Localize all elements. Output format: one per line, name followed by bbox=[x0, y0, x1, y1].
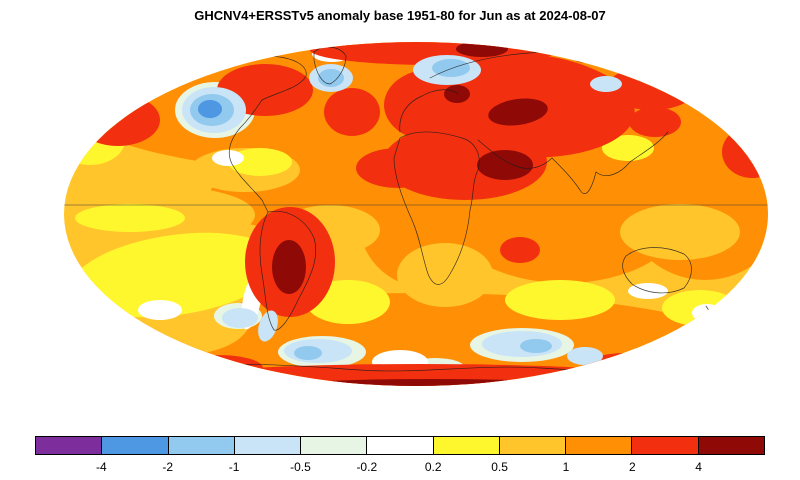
legend-swatch bbox=[300, 437, 367, 454]
legend-tick-label: 0.5 bbox=[491, 460, 508, 474]
legend-swatch bbox=[36, 437, 102, 454]
legend-swatch bbox=[366, 437, 433, 454]
legend-swatch bbox=[233, 437, 301, 454]
legend-swatch bbox=[432, 437, 499, 454]
cold-anomaly-blobs bbox=[182, 55, 622, 365]
legend-swatch bbox=[631, 437, 698, 454]
figure-title: GHCNV4+ERSSTv5 anomaly base 1951-80 for … bbox=[194, 8, 606, 23]
antarctic-rim-hot-band bbox=[267, 379, 597, 386]
legend-bar bbox=[35, 436, 765, 455]
legend-tick-label: -2 bbox=[162, 460, 174, 474]
legend-swatch bbox=[565, 437, 632, 454]
legend-tick-label: 4 bbox=[695, 460, 702, 474]
legend-tick-labels: -4 -2 -1 -0.5 -0.2 0.2 0.5 1 2 4 bbox=[35, 460, 765, 476]
south-greenland-cold-spot bbox=[318, 69, 344, 87]
legend-swatch bbox=[167, 437, 234, 454]
arctic-hot-spot bbox=[456, 42, 508, 57]
legend-tick-label: -0.2 bbox=[356, 460, 378, 474]
caspian-hot-spot bbox=[488, 98, 548, 126]
legend-tick-label: -4 bbox=[96, 460, 107, 474]
legend-tick-label: -0.5 bbox=[290, 460, 311, 474]
legend-swatch bbox=[101, 437, 168, 454]
legend-tick-label: -1 bbox=[228, 460, 240, 474]
legend-swatch bbox=[697, 437, 764, 454]
arabia-hot-spot bbox=[477, 150, 533, 180]
paraguay-hot-spot bbox=[272, 240, 306, 294]
color-scale-legend: -4 -2 -1 -0.5 -0.2 0.2 0.5 1 2 4 bbox=[35, 436, 765, 476]
legend-tick-label: 2 bbox=[628, 460, 636, 474]
legend-swatch bbox=[498, 437, 566, 454]
legend-tick-label: 0.2 bbox=[424, 460, 442, 474]
legend-tick-label: 1 bbox=[562, 460, 570, 474]
